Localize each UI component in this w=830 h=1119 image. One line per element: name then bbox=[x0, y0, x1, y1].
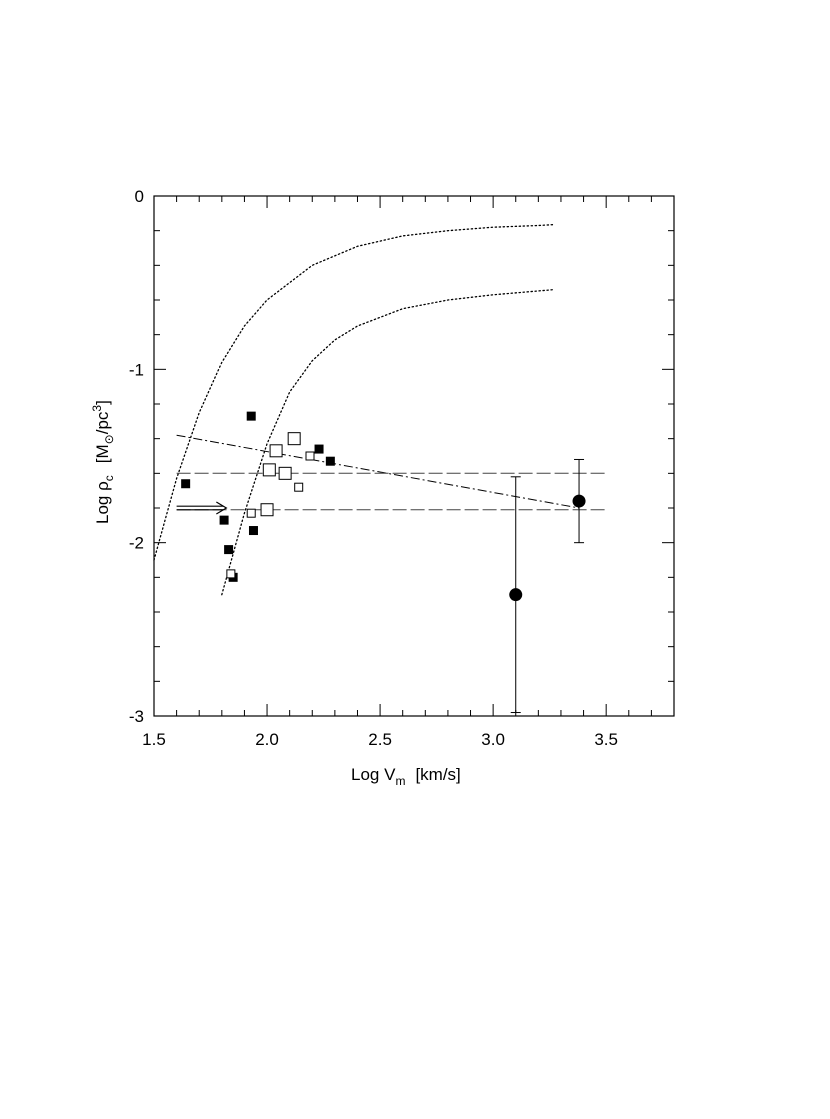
open-square-point bbox=[269, 444, 283, 458]
x-tick-label: 3.0 bbox=[481, 730, 505, 749]
tick-labels: 1.5 2.0 2.5 3.0 3.5 0 -1 -2 -3 bbox=[129, 187, 618, 749]
dash-dot-line bbox=[176, 434, 580, 509]
x-tick-label: 2.0 bbox=[255, 730, 279, 749]
small-open-square-point bbox=[305, 451, 315, 461]
filled-square-point bbox=[219, 515, 229, 525]
filled-square-point bbox=[325, 456, 335, 466]
x-tick-label: 3.5 bbox=[594, 730, 618, 749]
dotted-line bbox=[221, 288, 555, 596]
filled-square-point bbox=[314, 444, 324, 454]
y-tick-label: -1 bbox=[129, 360, 144, 379]
open-square-point bbox=[278, 466, 292, 480]
x-tick-label: 1.5 bbox=[142, 730, 166, 749]
y-tick-label: 0 bbox=[135, 187, 144, 206]
open-square-point bbox=[287, 432, 301, 446]
dotted-line bbox=[153, 223, 555, 561]
x-axis-title: Log Vm [km/s] bbox=[351, 765, 461, 788]
x-tick-label: 2.5 bbox=[368, 730, 392, 749]
small-open-square-point bbox=[246, 508, 256, 518]
filled-square-point bbox=[224, 545, 234, 555]
y-tick-label: -3 bbox=[129, 707, 144, 726]
filled-square-point bbox=[248, 526, 258, 536]
reference-lines bbox=[153, 223, 607, 596]
filled-square-point bbox=[181, 479, 191, 489]
data-marks bbox=[176, 411, 586, 714]
filled-square-point bbox=[246, 411, 256, 421]
filled-circle-point bbox=[572, 494, 586, 508]
plot-frame bbox=[153, 195, 675, 717]
axis-ticks bbox=[153, 195, 675, 717]
y-tick-label: -2 bbox=[129, 534, 144, 553]
arrow-head bbox=[216, 501, 228, 515]
open-square-point bbox=[260, 503, 274, 517]
filled-circle-point bbox=[509, 588, 523, 602]
small-open-square-point bbox=[294, 482, 304, 492]
open-square-point bbox=[262, 463, 276, 477]
y-axis-title: Log ρc[M⊙/pc3] bbox=[90, 400, 116, 524]
small-open-square-point bbox=[226, 569, 236, 579]
